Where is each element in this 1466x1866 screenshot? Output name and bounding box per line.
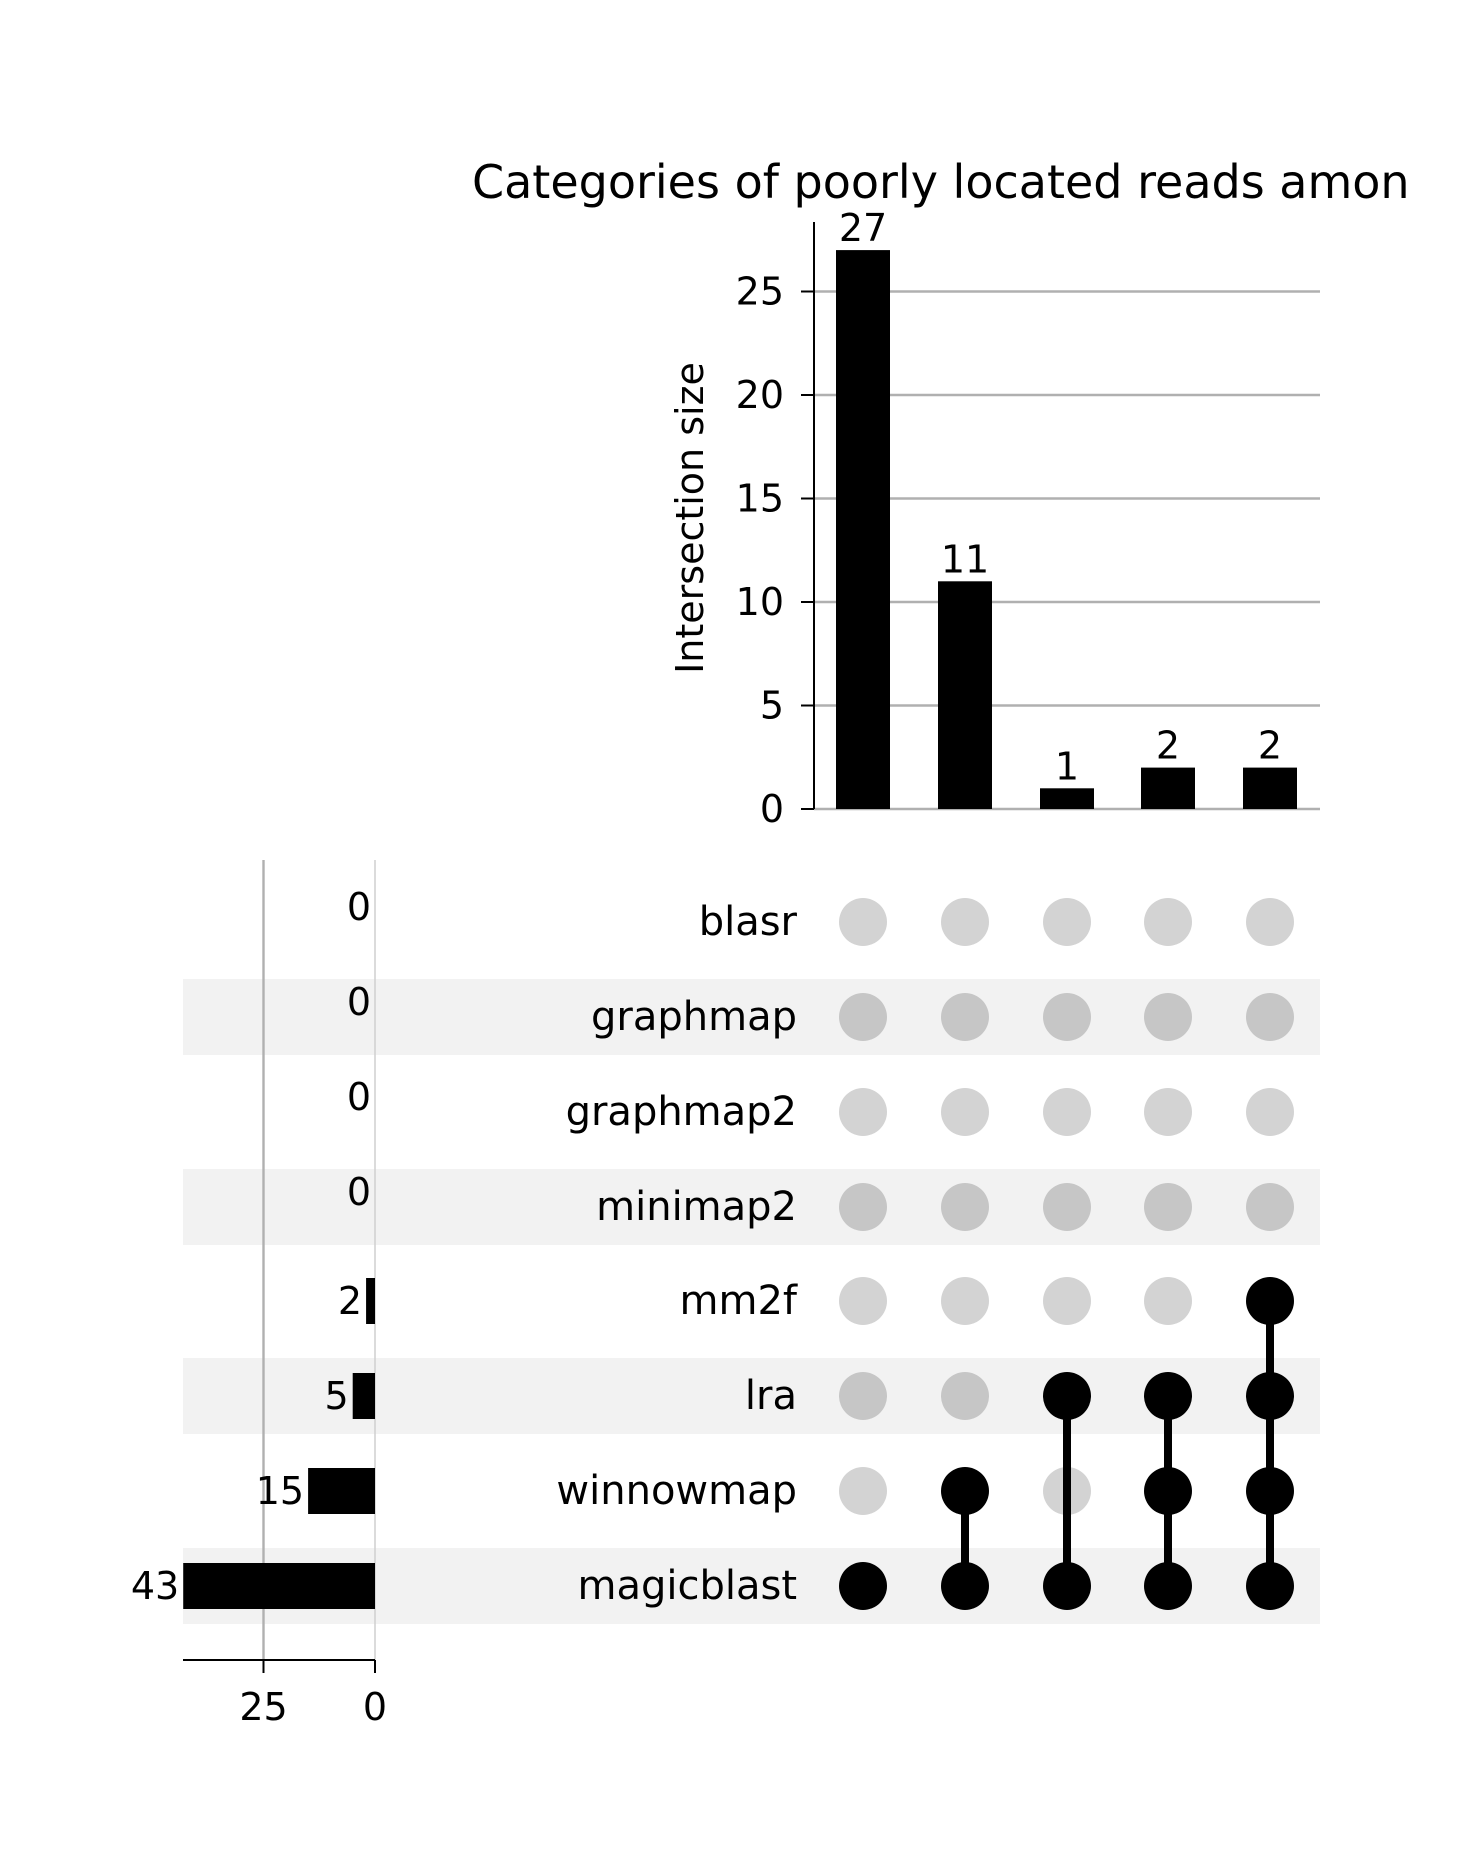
matrix-dot-active-3-magicblast: [1043, 1562, 1091, 1610]
matrix-dot-inactive-2-minimap2: [941, 1183, 989, 1231]
set-size-bar-lra: [352, 1373, 375, 1419]
set-label-lra: lra: [745, 1373, 797, 1419]
matrix-dot-active-4-winnowmap: [1144, 1467, 1192, 1515]
set-size-label-winnowmap: 15: [256, 1469, 304, 1513]
matrix-dot-inactive-1-lra: [839, 1372, 887, 1420]
set-size-bar-winnowmap: [308, 1468, 375, 1514]
y-axis-label: Intersection size: [668, 362, 712, 674]
matrix-dot-inactive-3-minimap2: [1043, 1183, 1091, 1231]
matrix-dot-active-5-magicblast: [1246, 1562, 1294, 1610]
matrix-dot-inactive-3-blasr: [1043, 898, 1091, 946]
set-size-label-magicblast: 43: [131, 1564, 179, 1608]
matrix-dot-inactive-2-mm2f: [941, 1277, 989, 1325]
matrix-dot-active-1-magicblast: [839, 1562, 887, 1610]
y-tick-label-25: 25: [736, 270, 784, 314]
set-label-graphmap: graphmap: [591, 994, 797, 1040]
set-size-label-graphmap2: 0: [347, 1075, 371, 1119]
matrix-dot-inactive-4-graphmap2: [1144, 1088, 1192, 1136]
set-label-graphmap2: graphmap2: [566, 1089, 797, 1135]
matrix-dot-inactive-5-graphmap: [1246, 993, 1294, 1041]
matrix-dot-inactive-3-graphmap2: [1043, 1088, 1091, 1136]
matrix-dot-active-5-mm2f: [1246, 1277, 1294, 1325]
matrix-dot-inactive-3-graphmap: [1043, 993, 1091, 1041]
matrix-dot-inactive-1-mm2f: [839, 1277, 887, 1325]
chart-title: Categories of poorly located reads amon: [472, 155, 1410, 209]
matrix-dot-active-3-lra: [1043, 1372, 1091, 1420]
matrix-dot-inactive-1-minimap2: [839, 1183, 887, 1231]
y-tick-label-0: 0: [760, 787, 784, 831]
set-label-minimap2: minimap2: [596, 1184, 797, 1230]
matrix-dot-active-4-magicblast: [1144, 1562, 1192, 1610]
set-label-blasr: blasr: [699, 899, 798, 945]
set-size-label-minimap2: 0: [347, 1170, 371, 1214]
intersection-value-label-2: 11: [941, 537, 989, 581]
intersection-value-label-3: 1: [1055, 744, 1079, 788]
matrix-dot-active-4-lra: [1144, 1372, 1192, 1420]
matrix-dot-inactive-2-graphmap: [941, 993, 989, 1041]
matrix-dot-active-2-winnowmap: [941, 1467, 989, 1515]
intersection-bar-3: [1040, 788, 1094, 809]
set-size-bar-magicblast: [183, 1563, 375, 1609]
matrix-dot-inactive-5-blasr: [1246, 898, 1294, 946]
set-x-tick-label-25: 25: [239, 1685, 287, 1729]
matrix-dot-active-5-winnowmap: [1246, 1467, 1294, 1515]
set-size-bar-mm2f: [366, 1278, 375, 1324]
intersection-bar-1: [836, 250, 890, 810]
matrix-dot-inactive-1-graphmap: [839, 993, 887, 1041]
matrix-dot-inactive-5-graphmap2: [1246, 1088, 1294, 1136]
matrix-dot-inactive-4-minimap2: [1144, 1183, 1192, 1231]
matrix-dot-inactive-3-mm2f: [1043, 1277, 1091, 1325]
y-tick-label-5: 5: [760, 684, 784, 728]
matrix-dot-inactive-4-mm2f: [1144, 1277, 1192, 1325]
set-name-labels: blasr graphmap graphmap2 minimap2 mm2f lra win…: [556, 899, 798, 1609]
intersection-bar-4: [1141, 767, 1195, 809]
set-label-magicblast: magicblast: [577, 1563, 797, 1609]
matrix-dot-inactive-5-minimap2: [1246, 1183, 1294, 1231]
membership-matrix: [839, 898, 1294, 1610]
matrix-dot-inactive-4-graphmap: [1144, 993, 1192, 1041]
set-size-label-blasr: 0: [347, 885, 371, 929]
intersection-bar-5: [1243, 767, 1297, 809]
set-label-mm2f: mm2f: [680, 1278, 798, 1324]
matrix-dot-inactive-2-graphmap2: [941, 1088, 989, 1136]
matrix-dot-inactive-2-blasr: [941, 898, 989, 946]
set-size-label-lra: 5: [325, 1374, 349, 1418]
matrix-dot-inactive-2-lra: [941, 1372, 989, 1420]
matrix-dot-inactive-1-winnowmap: [839, 1467, 887, 1515]
row-stripe-graphmap: [183, 979, 1320, 1055]
set-label-winnowmap: winnowmap: [556, 1468, 797, 1514]
set-x-tick-label-0: 0: [363, 1685, 387, 1729]
matrix-dot-inactive-1-graphmap2: [839, 1088, 887, 1136]
matrix-dot-active-2-magicblast: [941, 1562, 989, 1610]
intersection-value-label-4: 2: [1156, 724, 1180, 768]
intersection-value-label-1: 27: [839, 206, 887, 250]
intersection-y-axis: 0 5 10 15 20 25: [736, 222, 815, 831]
row-stripe-minimap2: [183, 1169, 1320, 1245]
y-tick-label-15: 15: [736, 477, 784, 521]
matrix-dot-inactive-1-blasr: [839, 898, 887, 946]
set-size-label-mm2f: 2: [338, 1279, 362, 1323]
y-tick-label-10: 10: [736, 580, 784, 624]
y-tick-label-20: 20: [736, 373, 784, 417]
matrix-dot-inactive-4-blasr: [1144, 898, 1192, 946]
intersection-value-label-5: 2: [1258, 724, 1282, 768]
matrix-dot-active-5-lra: [1246, 1372, 1294, 1420]
set-size-label-graphmap: 0: [347, 980, 371, 1024]
intersection-bar-2: [938, 581, 992, 809]
row-stripes: [183, 979, 1320, 1624]
